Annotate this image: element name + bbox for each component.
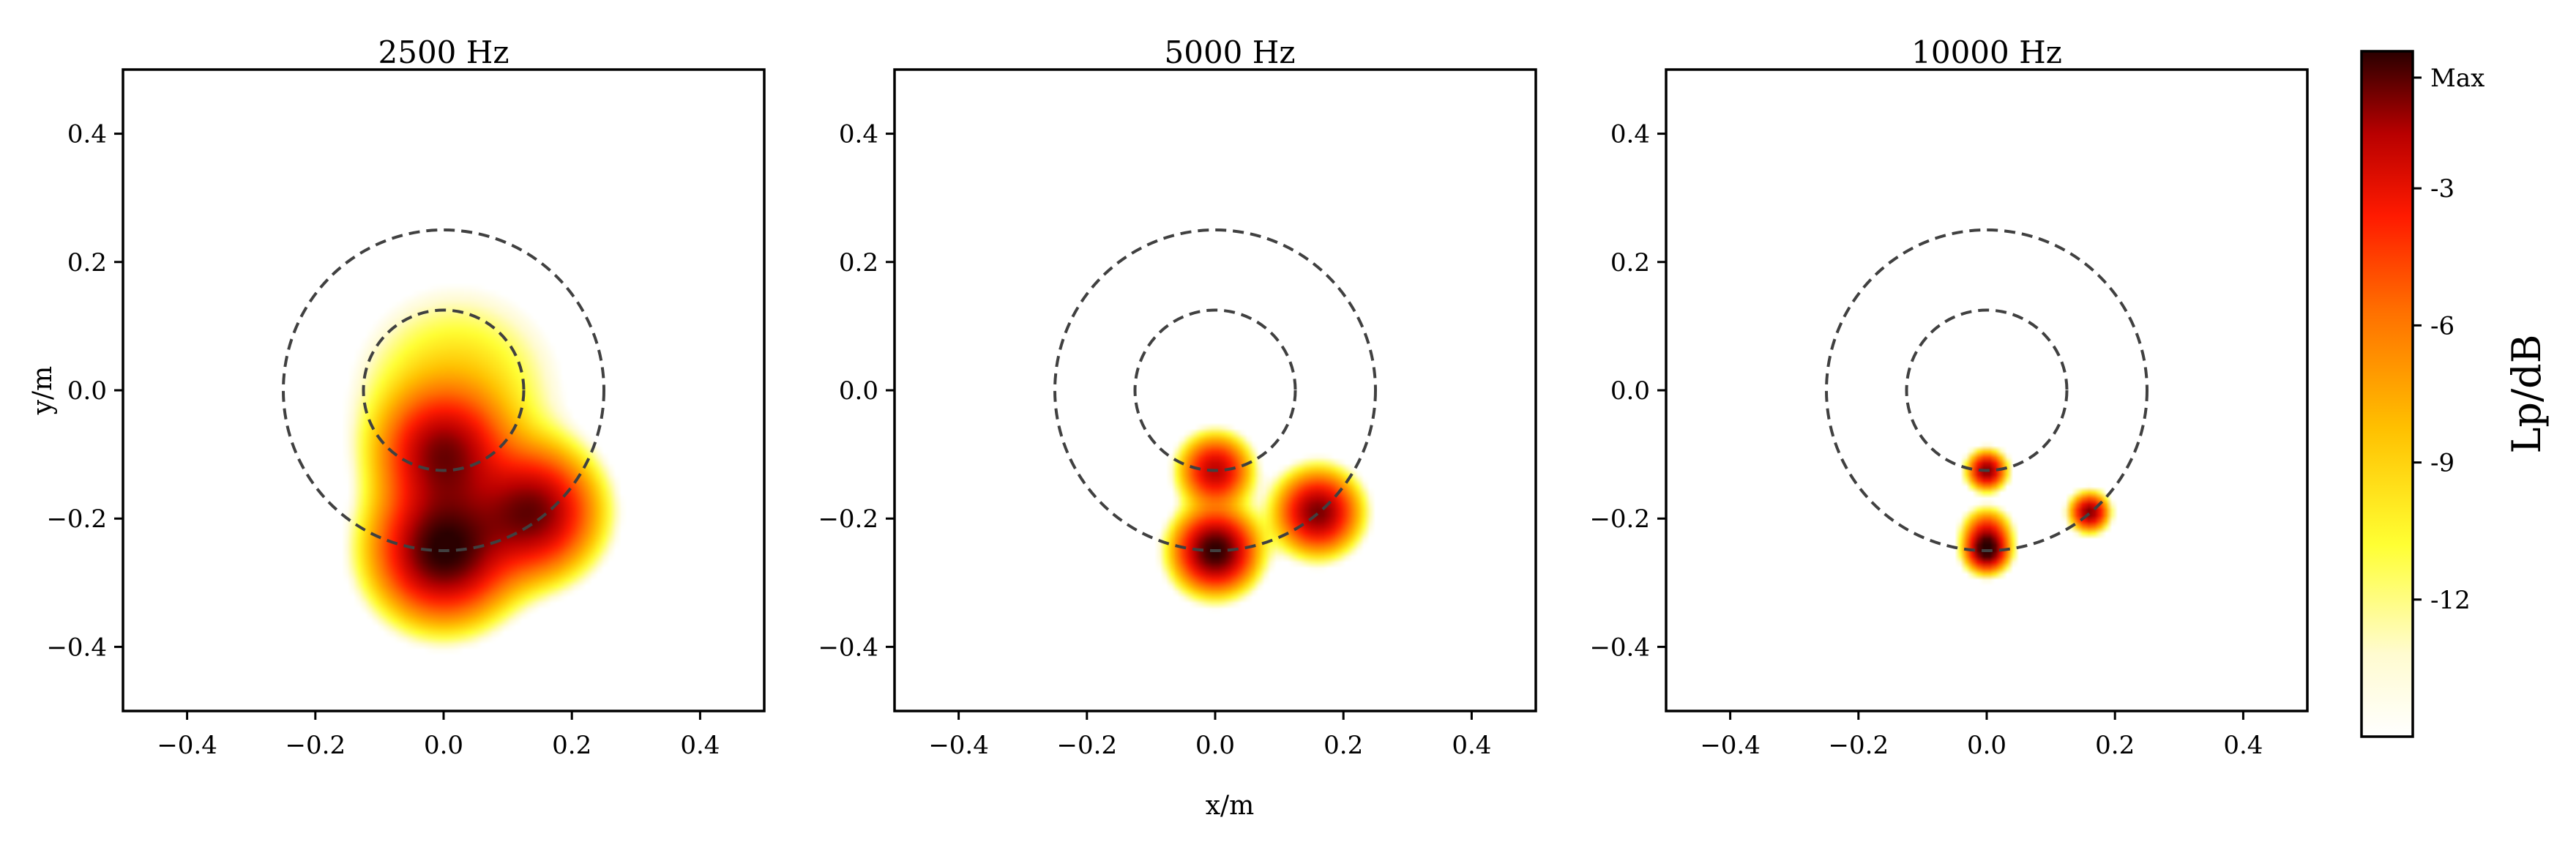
x-ticks: −0.4 −0.2 0.0 0.2 0.4 bbox=[157, 711, 720, 760]
y-tick-label: 0.2 bbox=[67, 248, 107, 278]
heatmap-image bbox=[1666, 70, 2307, 711]
x-ticks: −0.4 −0.2 0.0 0.2 0.4 bbox=[928, 711, 1491, 760]
x-tick-label: −0.2 bbox=[1829, 731, 1889, 760]
colorbar-tick-label: -6 bbox=[2430, 311, 2454, 340]
y-tick-label: 0.0 bbox=[67, 376, 107, 406]
x-tick-label: −0.2 bbox=[285, 731, 346, 760]
y-tick-label: 0.2 bbox=[839, 248, 878, 278]
x-tick-label: 0.4 bbox=[680, 731, 720, 760]
panel-2500hz: 2500 Hz −0.4 −0.2 0.0 0.2 0.4 0.40.20.0−0.2−… bbox=[46, 34, 766, 760]
y-tick-label: 0.0 bbox=[1610, 376, 1650, 406]
inner-dashed-circle bbox=[1905, 308, 2069, 472]
colorbar-tick-label: -12 bbox=[2430, 586, 2471, 615]
y-tick-label: −0.4 bbox=[1589, 633, 1650, 662]
colorbar-title: Lp/dB bbox=[2504, 335, 2550, 454]
colorbar-ticks: Max -3 -6 -9 -12 bbox=[2413, 64, 2484, 615]
colorbar-tick-label: Max bbox=[2430, 64, 2484, 93]
panel-5000hz: 5000 Hz −0.4 −0.2 0.0 0.2 0.4 0.40.20.0−0.2−… bbox=[818, 34, 1537, 760]
heatmap-image bbox=[123, 70, 764, 711]
x-tick-label: −0.4 bbox=[157, 731, 217, 760]
heatmap-layer bbox=[123, 70, 764, 711]
colorbar-gradient bbox=[2360, 50, 2414, 738]
y-ticks: 0.4 0.2 0.0 −0.2 −0.4 bbox=[46, 120, 123, 662]
x-tick-label: 0.2 bbox=[1324, 731, 1363, 760]
y-tick-label: −0.2 bbox=[818, 505, 878, 534]
outer-dashed-circle bbox=[282, 228, 605, 552]
inner-dashed-circle bbox=[1133, 308, 1297, 472]
y-tick-label: 0.4 bbox=[1610, 120, 1650, 149]
y-tick-label: −0.4 bbox=[818, 633, 878, 662]
colorbar-tick-label: -9 bbox=[2430, 449, 2454, 478]
y-tick-label: 0.4 bbox=[839, 120, 878, 149]
outer-dashed-circle bbox=[1825, 228, 2148, 552]
x-tick-label: 0.0 bbox=[1195, 731, 1235, 760]
y-axis-label: y/m bbox=[28, 366, 58, 416]
x-tick-label: 0.0 bbox=[1967, 731, 2006, 760]
y-tick-label: −0.4 bbox=[46, 633, 107, 662]
y-tick-label: 0.2 bbox=[1610, 248, 1650, 278]
x-tick-label: 0.0 bbox=[424, 731, 463, 760]
y-tick-label: 0.4 bbox=[67, 120, 107, 149]
heatmap-layer bbox=[895, 70, 1536, 711]
reference-circles bbox=[282, 228, 605, 552]
y-tick-label: 0.0 bbox=[839, 376, 878, 406]
panel-title: 5000 Hz bbox=[1165, 34, 1296, 70]
colorbar: Max -3 -6 -9 -12 Lp/dB bbox=[2360, 50, 2550, 738]
x-tick-label: −0.4 bbox=[928, 731, 989, 760]
x-tick-label: 0.4 bbox=[1452, 731, 1491, 760]
colorbar-tick-label: -3 bbox=[2430, 174, 2454, 204]
inner-dashed-circle bbox=[362, 308, 526, 472]
heatmap-layer bbox=[1666, 70, 2307, 711]
outer-dashed-circle bbox=[1053, 228, 1377, 552]
x-tick-label: −0.2 bbox=[1057, 731, 1118, 760]
x-axis-label: x/m bbox=[1206, 791, 1255, 821]
panel-title: 10000 Hz bbox=[1911, 34, 2062, 70]
x-tick-label: 0.2 bbox=[552, 731, 591, 760]
x-tick-label: −0.4 bbox=[1700, 731, 1761, 760]
y-tick-label: −0.2 bbox=[1589, 505, 1650, 534]
y-ticks: 0.4 0.2 0.0 −0.2 −0.4 bbox=[818, 120, 895, 662]
colorbar-title-text: Lp/dB bbox=[2504, 335, 2550, 454]
reference-circles bbox=[1053, 228, 1377, 552]
y-tick-label: −0.2 bbox=[46, 505, 107, 534]
x-tick-label: 0.2 bbox=[2095, 731, 2135, 760]
panel-title: 2500 Hz bbox=[378, 34, 509, 70]
panel-10000hz: 10000 Hz −0.4 −0.2 0.0 0.2 0.4 0.4 0.2 0.0 −0.2… bbox=[1589, 34, 2309, 760]
reference-circles bbox=[1825, 228, 2148, 552]
heatmap-image bbox=[895, 70, 1536, 711]
y-ticks: 0.4 0.2 0.0 −0.2 −0.4 bbox=[1589, 120, 1666, 662]
x-ticks: −0.4 −0.2 0.0 0.2 0.4 bbox=[1700, 711, 2263, 760]
x-tick-label: 0.4 bbox=[2223, 731, 2263, 760]
